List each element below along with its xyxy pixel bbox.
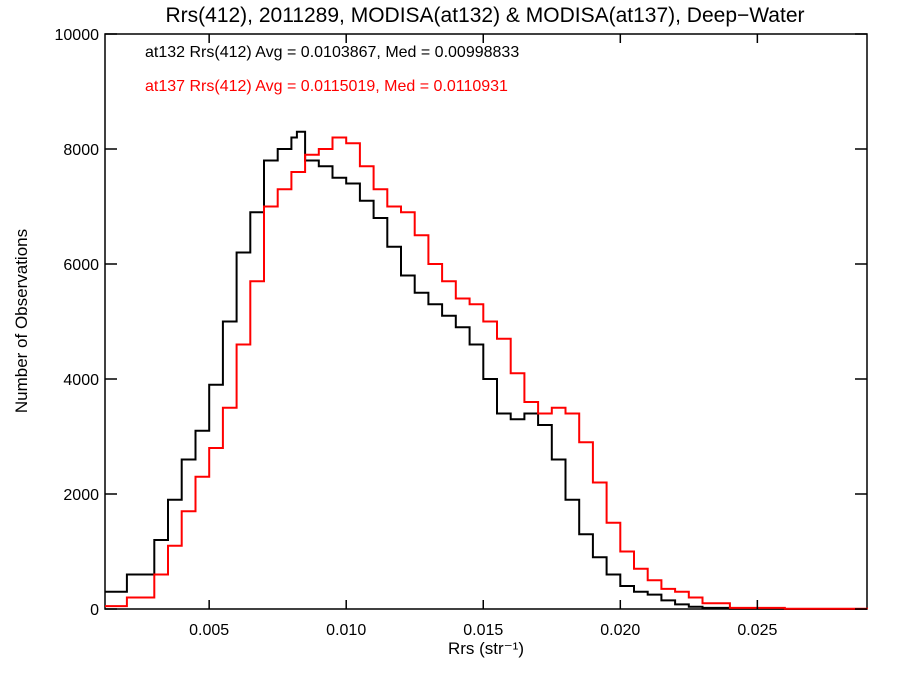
y-axis-ticks: 0 2000 4000 6000 8000 10000 <box>55 27 867 619</box>
x-tick-label: 0.025 <box>737 622 777 639</box>
annotation-at132: at132 Rrs(412) Avg = 0.0103867, Med = 0.… <box>145 44 519 61</box>
annotation-at137: at137 Rrs(412) Avg = 0.0115019, Med = 0.… <box>145 78 508 95</box>
y-tick-label: 6000 <box>63 257 99 274</box>
x-tick-label: 0.005 <box>189 622 229 639</box>
y-tick-label: 4000 <box>63 372 99 389</box>
y-axis-label: Number of Observations <box>12 229 31 413</box>
histogram-series-at137 <box>105 136 868 610</box>
plot-frame <box>104 33 868 610</box>
chart-title: Rrs(412), 2011289, MODISA(at132) & MODIS… <box>165 4 804 27</box>
x-axis-ticks: 0.005 0.010 0.015 0.020 0.025 <box>189 34 777 639</box>
histogram-series-at132 <box>105 130 867 610</box>
y-tick-label: 2000 <box>63 487 99 504</box>
series-layer <box>105 130 868 610</box>
x-tick-label: 0.010 <box>326 622 366 639</box>
plot-area: 0.005 0.010 0.015 0.020 0.025 0 2000 4000 6000 8… <box>55 27 868 639</box>
x-axis-label: Rrs (str⁻¹) <box>448 639 524 658</box>
y-tick-label: 8000 <box>63 142 99 159</box>
y-tick-label: 0 <box>90 602 99 619</box>
y-tick-label: 10000 <box>55 27 100 44</box>
x-tick-label: 0.020 <box>600 622 640 639</box>
x-tick-label: 0.015 <box>463 622 503 639</box>
